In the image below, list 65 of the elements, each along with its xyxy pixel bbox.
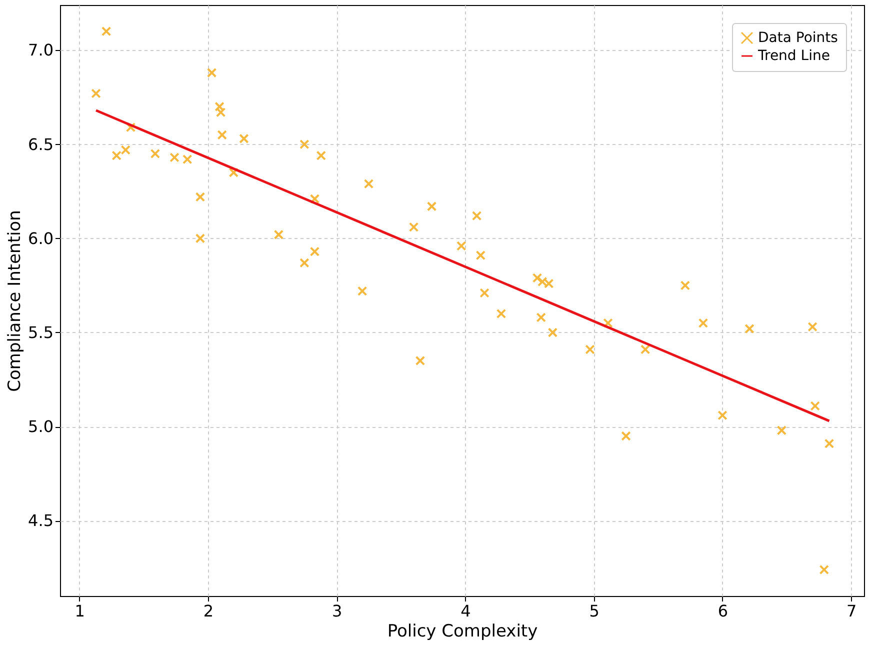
point <box>808 322 818 332</box>
y-tick-label: 6.0 <box>28 228 54 248</box>
point <box>819 564 829 575</box>
point <box>585 344 595 354</box>
point <box>357 286 368 296</box>
x-tick-label: 2 <box>203 602 214 620</box>
y-axis-title: Compliance Intention <box>5 210 26 392</box>
point <box>621 431 631 441</box>
point <box>120 145 130 155</box>
point <box>310 246 320 256</box>
y-tick-label: 5.5 <box>28 322 54 342</box>
point <box>364 178 374 189</box>
point <box>824 438 834 448</box>
point <box>239 134 249 144</box>
point <box>316 150 326 160</box>
point <box>274 230 284 240</box>
point <box>182 154 192 164</box>
point <box>496 308 506 319</box>
legend-label: Trend Line <box>757 48 830 64</box>
point <box>195 192 206 202</box>
y-tick-label: 4.5 <box>28 511 54 530</box>
point <box>698 318 708 328</box>
point <box>680 280 690 290</box>
point <box>101 26 112 36</box>
point <box>300 139 310 150</box>
point <box>640 344 650 354</box>
point <box>150 148 160 159</box>
point <box>476 250 486 260</box>
point <box>216 107 226 118</box>
y-tick-label: 5.0 <box>28 417 54 436</box>
point <box>195 234 206 244</box>
point <box>532 273 542 283</box>
point <box>536 312 546 322</box>
point <box>776 425 787 436</box>
x-tick-label: 1 <box>74 602 85 620</box>
point <box>112 150 122 160</box>
point <box>408 222 419 232</box>
point <box>480 288 490 298</box>
x-axis-title: Policy Complexity <box>387 622 538 642</box>
y-tick-label: 7.0 <box>28 40 54 60</box>
point <box>472 210 482 221</box>
x-tick-label: 5 <box>589 602 600 620</box>
point <box>603 318 613 328</box>
point <box>214 102 224 112</box>
point <box>744 324 754 334</box>
point <box>206 68 217 78</box>
point <box>300 258 310 268</box>
point <box>91 88 101 98</box>
point <box>426 202 437 212</box>
point <box>718 410 728 420</box>
x-tick-label: 3 <box>332 602 342 620</box>
legend-label: Data Points <box>758 30 838 46</box>
point <box>415 356 426 366</box>
x-tick-label: 6 <box>718 602 728 620</box>
point <box>228 168 239 178</box>
point <box>126 122 136 132</box>
point <box>217 130 227 140</box>
point <box>548 328 558 338</box>
point <box>810 401 820 411</box>
x-tick-label: 4 <box>460 602 471 620</box>
point <box>310 194 320 204</box>
y-tick-label: 6.5 <box>28 134 54 154</box>
x-tick-label: 7 <box>846 602 857 620</box>
point <box>456 241 466 251</box>
point <box>170 152 180 162</box>
